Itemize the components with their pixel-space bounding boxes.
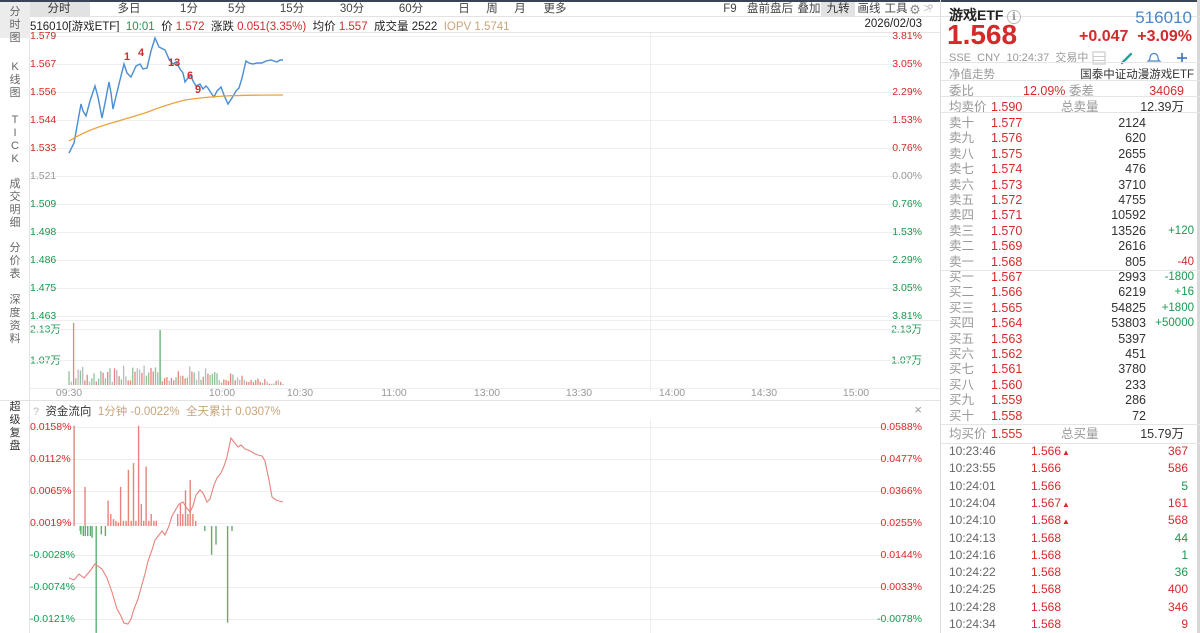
svg-text:1: 1 [124,51,130,63]
svg-text:13: 13 [168,57,180,69]
svg-text:6: 6 [187,70,193,82]
svg-text:9: 9 [195,84,201,96]
svg-text:4: 4 [138,47,145,59]
